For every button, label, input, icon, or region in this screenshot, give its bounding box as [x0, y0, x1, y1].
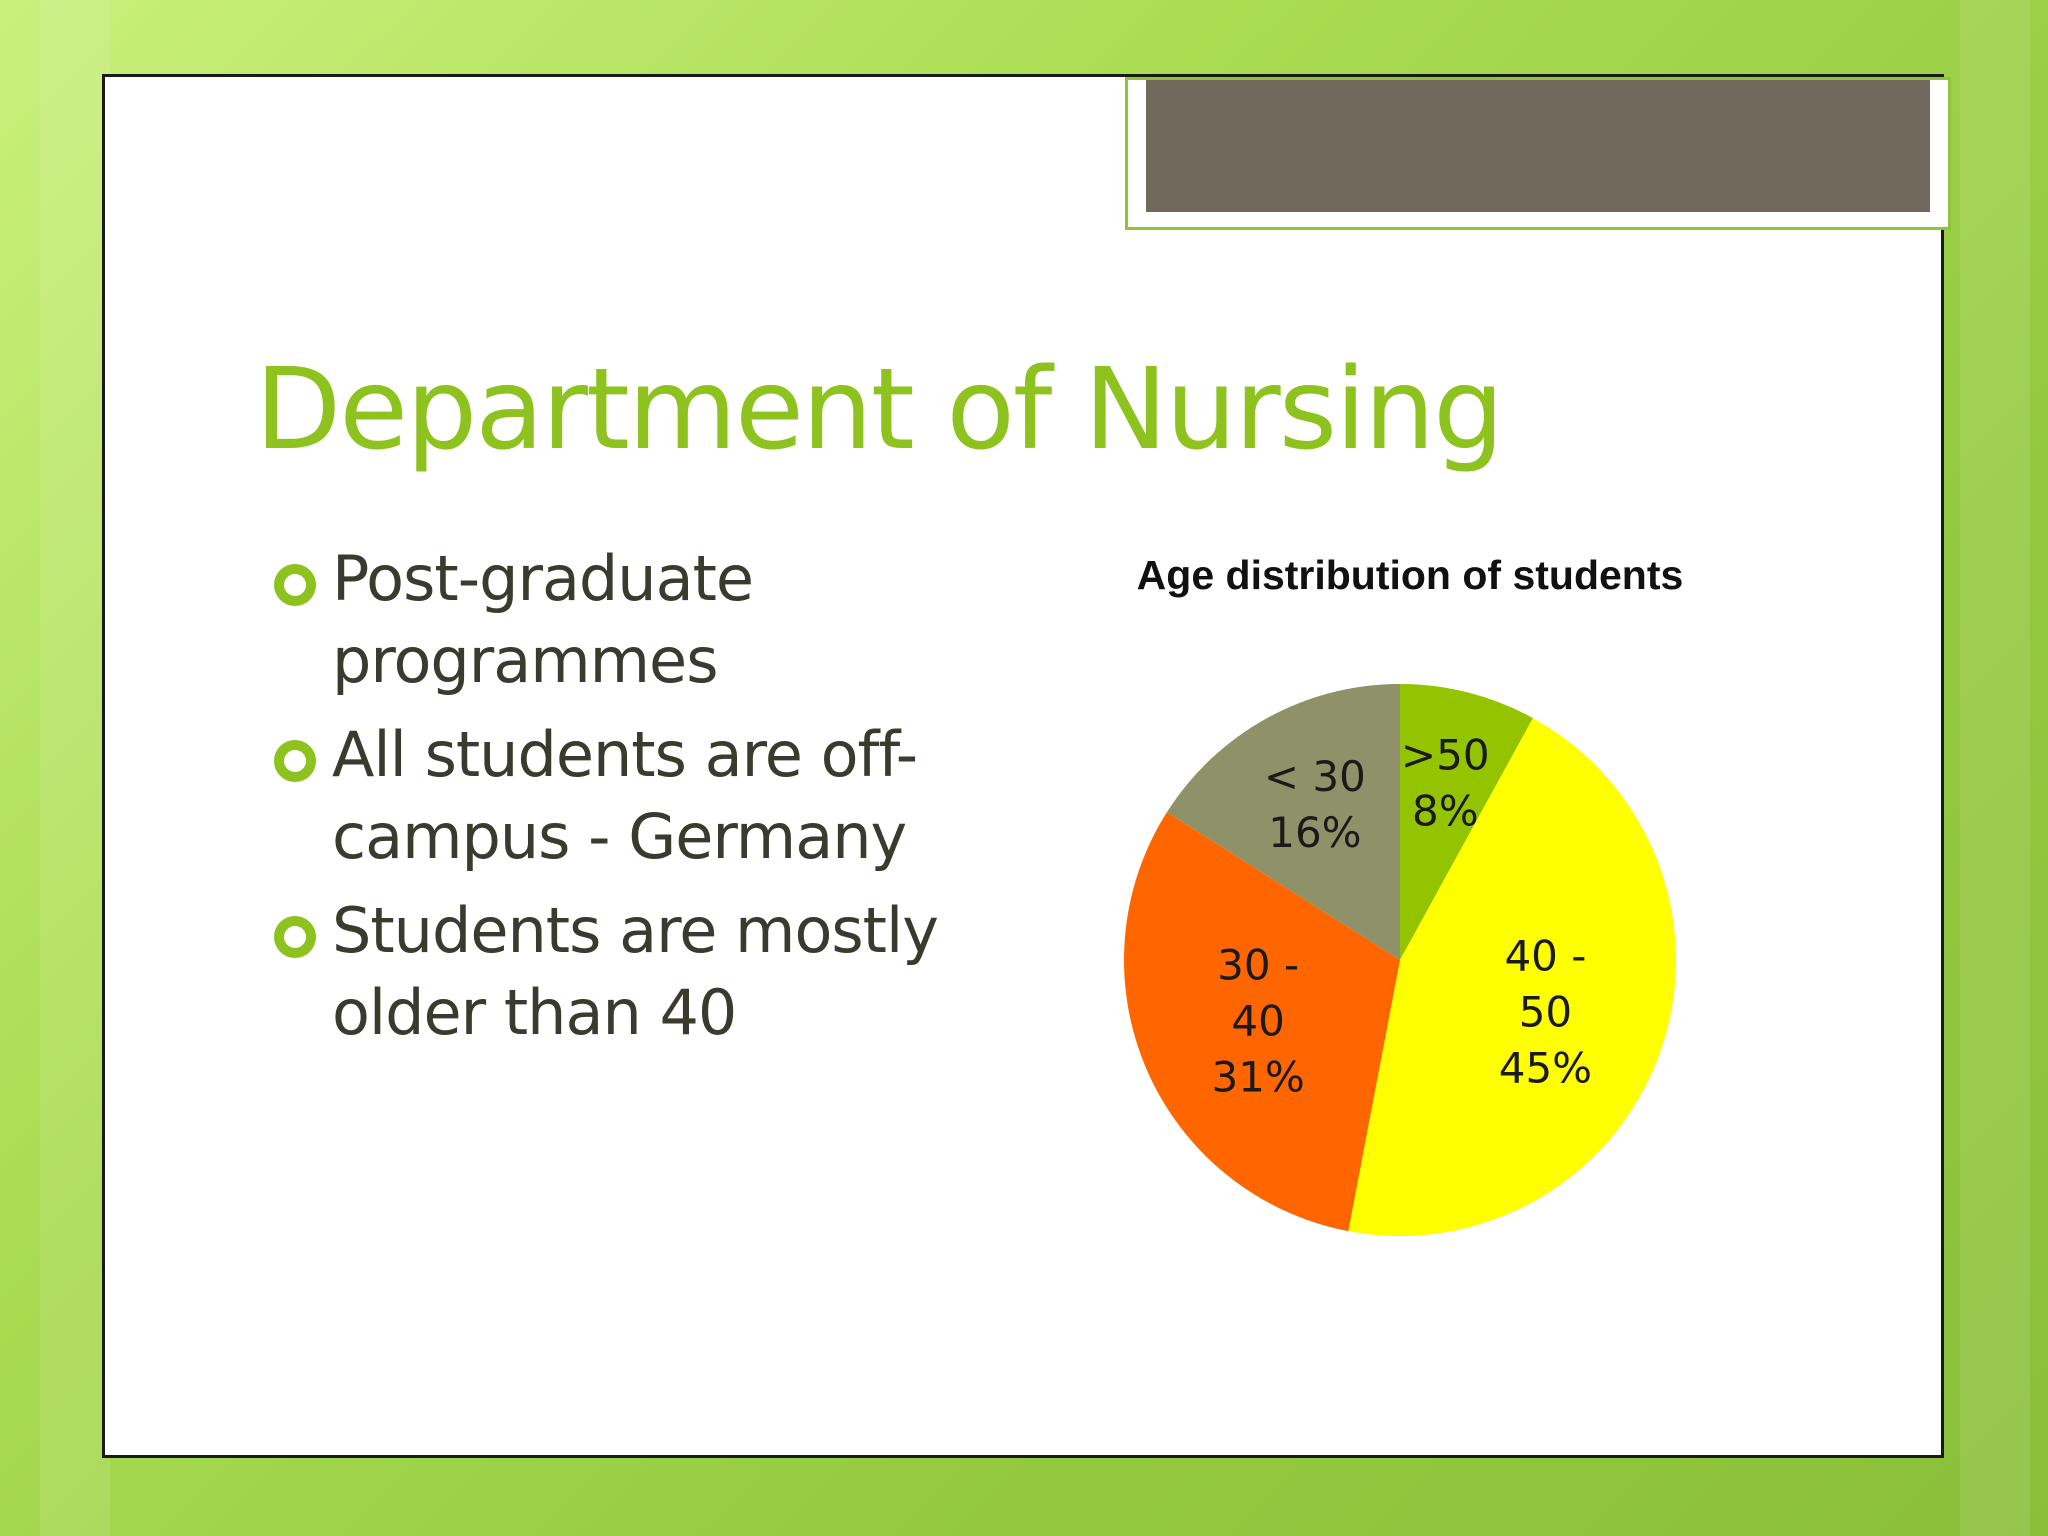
ring-bullet-icon [274, 740, 316, 782]
bullet-text-line: Students are mostly [332, 894, 939, 967]
title-tab [1125, 77, 1951, 230]
pie-data-label-line: 30 - [1217, 940, 1299, 989]
page-title: Department of Nursing [255, 345, 1504, 475]
pie-data-label: 30 - 40 31% [1211, 940, 1304, 1101]
pie-data-label-line: >50 [1401, 731, 1490, 780]
pie-data-label-line: 45% [1499, 1043, 1592, 1092]
pie-slice [1166, 684, 1400, 960]
pie-data-label-line: 50 [1519, 987, 1572, 1036]
bullet-item: All students are off- campus - Germany [270, 714, 1030, 878]
bullet-text-line: older than 40 [332, 976, 737, 1049]
ring-bullet-icon [274, 916, 316, 958]
bullet-list: Post-graduate programmes All students ar… [270, 538, 1030, 1066]
bullet-text-line: Post-graduate [332, 542, 754, 615]
background-stripe [40, 0, 110, 1536]
pie-data-label-line: < 30 [1264, 752, 1366, 801]
pie-data-label-line: 40 - [1504, 931, 1586, 980]
chart-title: Age distribution of students [1136, 552, 1684, 598]
pie-data-label-line: 40 [1231, 996, 1284, 1045]
pie-slice [1124, 812, 1400, 1232]
pie-slice [1400, 684, 1533, 960]
pie-data-label: 40 - 50 45% [1499, 931, 1592, 1092]
pie-data-label: < 30 16% [1264, 752, 1366, 857]
bullet-text-line: All students are off- [332, 718, 918, 791]
bullet-item: Post-graduate programmes [270, 538, 1030, 702]
pie-data-label-line: 31% [1211, 1052, 1304, 1101]
pie-slice [1348, 718, 1676, 1236]
background-stripe [1960, 0, 2030, 1536]
bullet-text-line: programmes [332, 624, 718, 697]
pie-data-label-line: 16% [1268, 808, 1361, 857]
slide [102, 74, 1951, 1458]
ring-bullet-icon [274, 564, 316, 606]
pie-data-label: >508% [1401, 731, 1490, 836]
bullet-text-line: campus - Germany [332, 800, 907, 873]
title-tab-fill [1146, 80, 1930, 212]
pie-data-label-line: 8% [1412, 787, 1479, 836]
bullet-item: Students are mostly older than 40 [270, 890, 1030, 1054]
